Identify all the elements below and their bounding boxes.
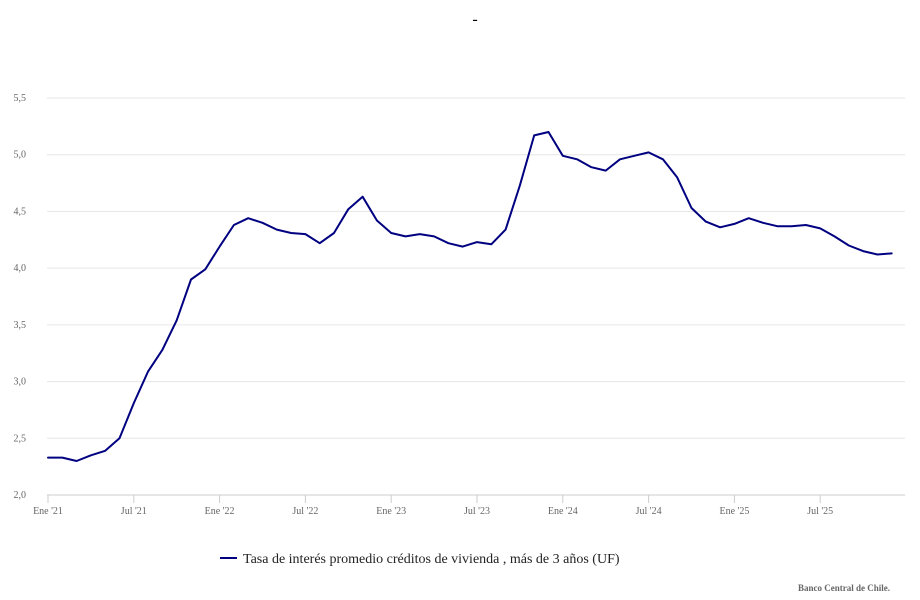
data-point[interactable]: [474, 239, 480, 245]
data-point[interactable]: [717, 224, 723, 230]
data-point[interactable]: [117, 435, 123, 441]
legend-label: Tasa de interés promedio créditos de viv…: [243, 552, 620, 567]
y-tick-label: 4,5: [14, 206, 27, 217]
data-point[interactable]: [531, 132, 537, 138]
data-point[interactable]: [832, 233, 838, 239]
gridlines: [47, 97, 905, 496]
credits-text[interactable]: Banco Central de Chile.: [798, 583, 890, 593]
data-point[interactable]: [245, 215, 251, 221]
data-point[interactable]: [45, 455, 51, 461]
data-point[interactable]: [460, 244, 466, 250]
data-point[interactable]: [445, 240, 451, 246]
y-axis: 2,0 2,5 3,0 3,5 4,0 4,5 5,0 5,5: [14, 93, 27, 501]
x-tick-label: Jul '22: [292, 506, 318, 517]
x-tick-label: Ene '22: [205, 506, 235, 517]
x-tick-label: Ene '21: [33, 506, 63, 517]
y-tick-label: 5,5: [14, 93, 27, 104]
data-point[interactable]: [145, 368, 151, 374]
series-line[interactable]: [47, 131, 893, 462]
x-tick-label: Jul '24: [636, 506, 662, 517]
y-tick-label: 2,5: [14, 433, 27, 444]
data-point[interactable]: [703, 219, 709, 225]
data-point[interactable]: [660, 156, 666, 162]
data-point[interactable]: [217, 244, 223, 250]
data-point[interactable]: [102, 448, 108, 454]
data-point[interactable]: [202, 266, 208, 272]
data-point[interactable]: [159, 347, 165, 353]
y-tick-label: 2,0: [14, 490, 27, 501]
data-point[interactable]: [317, 240, 323, 246]
x-tick-label: Ene '25: [719, 506, 749, 517]
data-point[interactable]: [817, 225, 823, 231]
data-point[interactable]: [417, 231, 423, 237]
data-point[interactable]: [560, 153, 566, 159]
x-axis: Ene '21 Jul '21 Ene '22 Jul '22 Ene '23 Jul '…: [33, 495, 833, 517]
data-point[interactable]: [617, 156, 623, 162]
data-point[interactable]: [431, 233, 437, 239]
x-tick-label: Jul '25: [807, 506, 833, 517]
data-point[interactable]: [889, 250, 895, 256]
data-point[interactable]: [546, 129, 552, 135]
data-point[interactable]: [731, 221, 737, 227]
data-point[interactable]: [846, 243, 852, 249]
x-tick-label: Jul '23: [464, 506, 490, 517]
data-point[interactable]: [631, 153, 637, 159]
data-point[interactable]: [331, 230, 337, 236]
data-point[interactable]: [403, 233, 409, 239]
data-point[interactable]: [689, 205, 695, 211]
x-tick-label: Ene '23: [376, 506, 406, 517]
data-point[interactable]: [88, 452, 94, 458]
data-point[interactable]: [517, 182, 523, 188]
x-tick-label: Ene '24: [548, 506, 578, 517]
data-point[interactable]: [646, 149, 652, 155]
data-point[interactable]: [746, 215, 752, 221]
data-point[interactable]: [488, 241, 494, 247]
data-point[interactable]: [360, 194, 366, 200]
data-point[interactable]: [131, 400, 137, 406]
data-point[interactable]: [388, 230, 394, 236]
x-tick-label: Jul '21: [121, 506, 147, 517]
y-tick-label: 4,0: [14, 263, 27, 274]
plot-area: [45, 129, 895, 464]
y-tick-label: 5,0: [14, 150, 27, 161]
data-point[interactable]: [59, 455, 65, 461]
data-point[interactable]: [231, 222, 237, 228]
data-point[interactable]: [874, 252, 880, 258]
data-point[interactable]: [188, 277, 194, 283]
data-point[interactable]: [288, 230, 294, 236]
data-point[interactable]: [74, 458, 80, 464]
data-point[interactable]: [374, 218, 380, 224]
data-point[interactable]: [174, 317, 180, 323]
data-point[interactable]: [774, 223, 780, 229]
data-point[interactable]: [574, 156, 580, 162]
data-point[interactable]: [860, 248, 866, 254]
data-point[interactable]: [302, 231, 308, 237]
data-point[interactable]: [803, 222, 809, 228]
data-point[interactable]: [603, 168, 609, 174]
data-point[interactable]: [789, 223, 795, 229]
data-point[interactable]: [345, 206, 351, 212]
chart-title: -: [472, 11, 477, 28]
legend[interactable]: Tasa de interés promedio créditos de viv…: [220, 552, 620, 567]
data-point[interactable]: [260, 220, 266, 226]
data-point[interactable]: [274, 227, 280, 233]
y-tick-label: 3,5: [14, 320, 27, 331]
data-point[interactable]: [674, 174, 680, 180]
data-point[interactable]: [760, 220, 766, 226]
data-point[interactable]: [503, 227, 509, 233]
data-point[interactable]: [588, 164, 594, 170]
y-tick-label: 3,0: [14, 377, 27, 388]
